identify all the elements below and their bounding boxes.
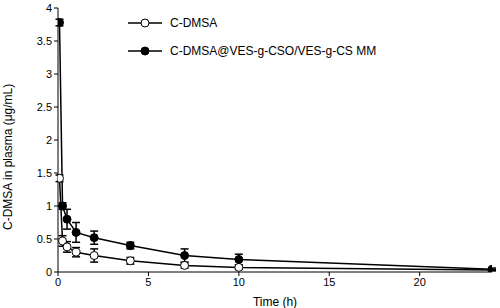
svg-text:10: 10 [233,276,245,288]
svg-text:C-DMSA in plasma (μg/mL): C-DMSA in plasma (μg/mL) [8,84,15,230]
svg-text:20: 20 [414,276,426,288]
svg-text:2.5: 2.5 [37,101,52,113]
svg-text:4: 4 [46,2,52,14]
svg-text:3.5: 3.5 [37,35,52,47]
svg-text:0: 0 [55,276,61,288]
svg-text:Time (h): Time (h) [253,295,297,308]
svg-text:0: 0 [46,266,52,278]
svg-text:0.5: 0.5 [37,233,52,245]
html-text:C-DMSA: C-DMSA [170,16,218,30]
svg-text:15: 15 [323,276,335,288]
svg-text:3: 3 [46,68,52,80]
svg-text:5: 5 [145,276,151,288]
svg-text:1.5: 1.5 [37,167,52,179]
svg-text:2: 2 [46,134,52,146]
svg-text:1: 1 [46,200,52,212]
html-text:C-DMSA@VES-g-CSO/VES-g-CS MM: C-DMSA@VES-g-CSO/VES-g-CS MM [170,44,377,58]
